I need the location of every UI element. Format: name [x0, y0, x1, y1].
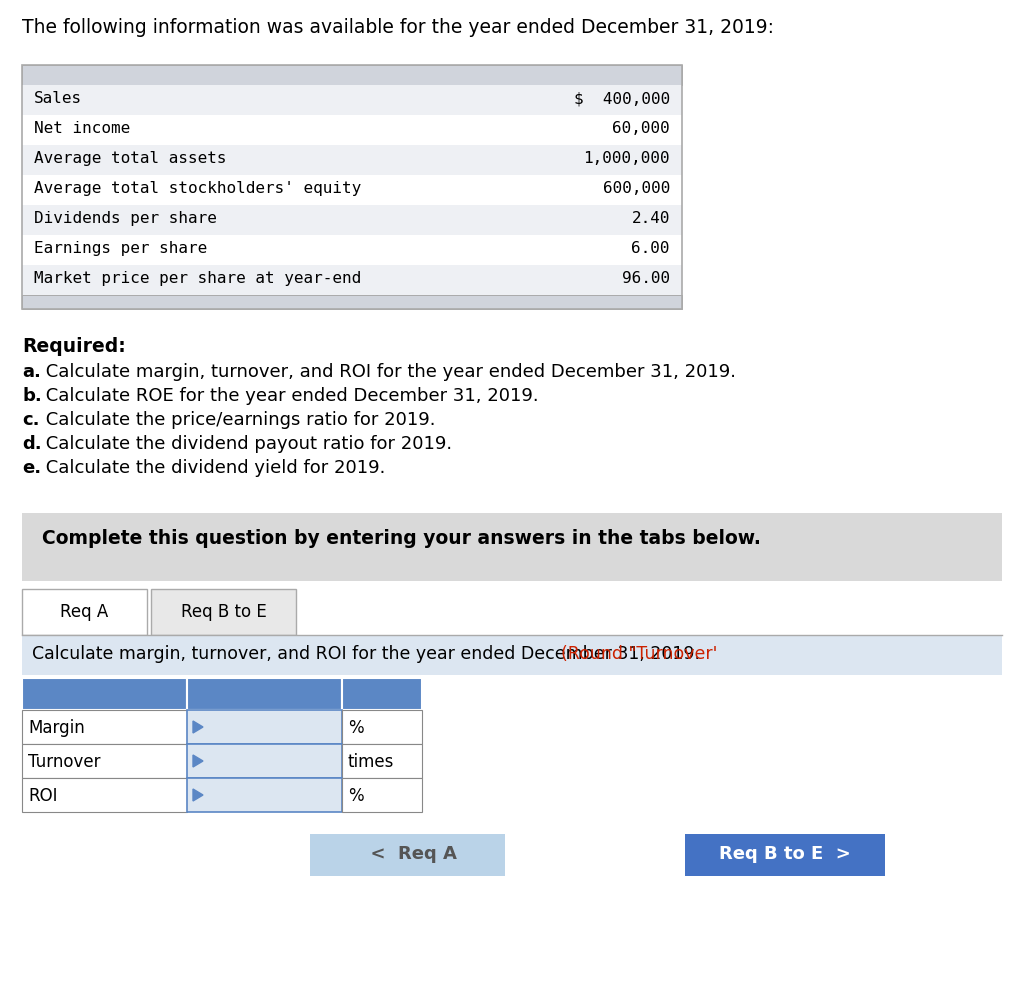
Text: 6.00: 6.00: [632, 241, 670, 256]
FancyBboxPatch shape: [22, 589, 147, 635]
Text: Earnings per share: Earnings per share: [34, 241, 207, 256]
Text: 1,000,000: 1,000,000: [584, 151, 670, 166]
Text: <  Req A: < Req A: [358, 845, 457, 863]
Text: times: times: [348, 753, 394, 771]
FancyBboxPatch shape: [22, 295, 682, 309]
FancyBboxPatch shape: [22, 678, 187, 710]
Text: ROI: ROI: [28, 787, 57, 805]
Text: (Round "Turnover': (Round "Turnover': [561, 645, 718, 663]
Text: 96.00: 96.00: [622, 271, 670, 286]
FancyBboxPatch shape: [342, 744, 422, 778]
FancyBboxPatch shape: [187, 744, 342, 778]
Text: The following information was available for the year ended December 31, 2019:: The following information was available …: [22, 18, 774, 37]
Text: Calculate margin, turnover, and ROI for the year ended December 31, 2019.: Calculate margin, turnover, and ROI for …: [40, 363, 736, 381]
FancyBboxPatch shape: [22, 710, 187, 744]
FancyBboxPatch shape: [22, 778, 187, 812]
Text: Dividends per share: Dividends per share: [34, 211, 217, 226]
Text: Req B to E  >: Req B to E >: [719, 845, 851, 863]
FancyBboxPatch shape: [22, 85, 682, 115]
Text: %: %: [348, 719, 364, 737]
Text: Market price per share at year-end: Market price per share at year-end: [34, 271, 361, 286]
Text: Complete this question by entering your answers in the tabs below.: Complete this question by entering your …: [42, 529, 761, 548]
FancyBboxPatch shape: [187, 778, 342, 812]
FancyBboxPatch shape: [187, 710, 342, 744]
Text: Calculate the dividend yield for 2019.: Calculate the dividend yield for 2019.: [40, 459, 385, 477]
Polygon shape: [193, 755, 203, 767]
Text: Margin: Margin: [28, 719, 85, 737]
FancyBboxPatch shape: [22, 744, 187, 778]
FancyBboxPatch shape: [22, 513, 1002, 581]
Text: 60,000: 60,000: [612, 121, 670, 136]
FancyBboxPatch shape: [22, 205, 682, 235]
Text: c.: c.: [22, 411, 40, 429]
Text: Calculate ROE for the year ended December 31, 2019.: Calculate ROE for the year ended Decembe…: [40, 387, 539, 405]
FancyBboxPatch shape: [342, 710, 422, 744]
FancyBboxPatch shape: [342, 678, 422, 710]
Text: 2.40: 2.40: [632, 211, 670, 226]
Text: b.: b.: [22, 387, 42, 405]
FancyBboxPatch shape: [151, 589, 296, 635]
Text: Net income: Net income: [34, 121, 130, 136]
Text: Average total assets: Average total assets: [34, 151, 226, 166]
Text: a.: a.: [22, 363, 41, 381]
Text: Calculate the dividend payout ratio for 2019.: Calculate the dividend payout ratio for …: [40, 435, 453, 453]
FancyBboxPatch shape: [22, 115, 682, 145]
Polygon shape: [193, 721, 203, 733]
Text: Sales: Sales: [34, 91, 82, 106]
FancyBboxPatch shape: [310, 834, 505, 876]
FancyBboxPatch shape: [22, 175, 682, 205]
FancyBboxPatch shape: [342, 778, 422, 812]
FancyBboxPatch shape: [187, 678, 342, 710]
Text: Req B to E: Req B to E: [180, 603, 266, 621]
Text: Req A: Req A: [60, 603, 109, 621]
FancyBboxPatch shape: [22, 265, 682, 295]
FancyBboxPatch shape: [685, 834, 885, 876]
FancyBboxPatch shape: [22, 635, 1002, 675]
FancyBboxPatch shape: [22, 235, 682, 265]
Text: Average total stockholders' equity: Average total stockholders' equity: [34, 181, 361, 196]
FancyBboxPatch shape: [22, 65, 682, 85]
Text: Calculate the price/earnings ratio for 2019.: Calculate the price/earnings ratio for 2…: [40, 411, 435, 429]
Text: 600,000: 600,000: [603, 181, 670, 196]
Text: %: %: [348, 787, 364, 805]
Text: $  400,000: $ 400,000: [573, 91, 670, 106]
Text: Required:: Required:: [22, 337, 126, 356]
Text: e.: e.: [22, 459, 41, 477]
Polygon shape: [193, 789, 203, 801]
Text: d.: d.: [22, 435, 42, 453]
Text: Turnover: Turnover: [28, 753, 100, 771]
FancyBboxPatch shape: [22, 145, 682, 175]
Text: Calculate margin, turnover, and ROI for the year ended December 31, 2019.: Calculate margin, turnover, and ROI for …: [32, 645, 706, 663]
